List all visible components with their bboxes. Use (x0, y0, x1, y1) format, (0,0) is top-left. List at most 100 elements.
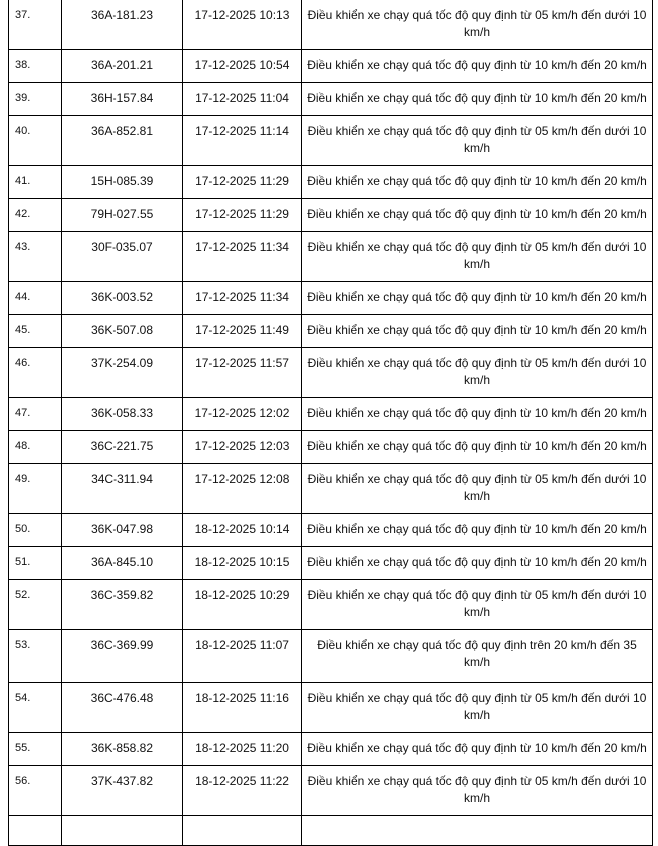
license-plate: 36A-852.81 (61, 115, 183, 166)
table-row: 48. 36C-221.75 17-12-2025 12:03 Điều khiển … (8, 430, 653, 464)
table-row: 55. 36K-858.82 18-12-2025 11:20 Điều khiển … (8, 732, 653, 766)
table-row: 42. 79H-027.55 17-12-2025 11:29 Điều khiển … (8, 198, 653, 232)
license-plate: 36K-003.52 (61, 281, 183, 315)
violation-time: 18-12-2025 10:29 (182, 579, 302, 630)
empty-cell (301, 815, 653, 846)
license-plate: 15H-085.39 (61, 165, 183, 199)
row-number: 41. (8, 165, 62, 199)
violation-time: 17-12-2025 10:54 (182, 49, 302, 83)
violation-time: 17-12-2025 11:34 (182, 281, 302, 315)
empty-cell (61, 815, 183, 846)
violation-description: Điều khiển xe chạy quá tốc độ quy định t… (301, 115, 653, 166)
license-plate: 36C-476.48 (61, 682, 183, 733)
violation-description: Điều khiển xe chạy quá tốc độ quy định t… (301, 231, 653, 282)
row-number: 46. (8, 347, 62, 398)
license-plate: 36A-181.23 (61, 0, 183, 50)
violation-description: Điều khiển xe chạy quá tốc độ quy định t… (301, 430, 653, 464)
table-row: 44. 36K-003.52 17-12-2025 11:34 Điều khiển … (8, 281, 653, 315)
license-plate: 36A-845.10 (61, 546, 183, 580)
row-number: 47. (8, 397, 62, 431)
violation-description: Điều khiển xe chạy quá tốc độ quy định t… (301, 198, 653, 232)
row-number: 42. (8, 198, 62, 232)
empty-cell (8, 815, 62, 846)
violation-time: 18-12-2025 11:20 (182, 732, 302, 766)
table-row: 45. 36K-507.08 17-12-2025 11:49 Điều khiển … (8, 314, 653, 348)
table-row: 49. 34C-311.94 17-12-2025 12:08 Điều khiển … (8, 463, 653, 514)
license-plate: 36C-369.99 (61, 629, 183, 683)
violation-time: 17-12-2025 11:29 (182, 165, 302, 199)
row-number: 50. (8, 513, 62, 547)
violation-description: Điều khiển xe chạy quá tốc độ quy định t… (301, 682, 653, 733)
row-number: 56. (8, 765, 62, 816)
license-plate: 36K-858.82 (61, 732, 183, 766)
violation-description: Điều khiển xe chạy quá tốc độ quy định t… (301, 513, 653, 547)
violation-time: 17-12-2025 12:08 (182, 463, 302, 514)
license-plate: 36H-157.84 (61, 82, 183, 116)
row-number: 51. (8, 546, 62, 580)
empty-cell (182, 815, 302, 846)
license-plate: 34C-311.94 (61, 463, 183, 514)
violation-time: 17-12-2025 12:02 (182, 397, 302, 431)
license-plate: 37K-437.82 (61, 765, 183, 816)
table-row: 47. 36K-058.33 17-12-2025 12:02 Điều khiển … (8, 397, 653, 431)
violation-description: Điều khiển xe chạy quá tốc độ quy định t… (301, 0, 653, 50)
violation-description: Điều khiển xe chạy quá tốc độ quy định t… (301, 281, 653, 315)
violation-description: Điều khiển xe chạy quá tốc độ quy định t… (301, 629, 653, 683)
license-plate: 36K-047.98 (61, 513, 183, 547)
violation-time: 17-12-2025 11:57 (182, 347, 302, 398)
table-row: 41. 15H-085.39 17-12-2025 11:29 Điều khiển … (8, 165, 653, 199)
license-plate: 37K-254.09 (61, 347, 183, 398)
violation-description: Điều khiển xe chạy quá tốc độ quy định t… (301, 463, 653, 514)
violation-time: 18-12-2025 11:22 (182, 765, 302, 816)
license-plate: 36C-359.82 (61, 579, 183, 630)
table-row: 39. 36H-157.84 17-12-2025 11:04 Điều khiển … (8, 82, 653, 116)
violation-description: Điều khiển xe chạy quá tốc độ quy định t… (301, 397, 653, 431)
table-row: 51. 36A-845.10 18-12-2025 10:15 Điều khiển … (8, 546, 653, 580)
table-row: 56. 37K-437.82 18-12-2025 11:22 Điều khiển … (8, 765, 653, 816)
violation-description: Điều khiển xe chạy quá tốc độ quy định t… (301, 732, 653, 766)
violation-time: 17-12-2025 11:04 (182, 82, 302, 116)
violation-time: 18-12-2025 10:14 (182, 513, 302, 547)
violation-time: 17-12-2025 11:14 (182, 115, 302, 166)
license-plate: 36K-507.08 (61, 314, 183, 348)
license-plate: 79H-027.55 (61, 198, 183, 232)
table-row: 54. 36C-476.48 18-12-2025 11:16 Điều khiển … (8, 682, 653, 733)
table-row: 53. 36C-369.99 18-12-2025 11:07 Điều khiển … (8, 629, 653, 683)
violation-description: Điều khiển xe chạy quá tốc độ quy định t… (301, 765, 653, 816)
row-number: 43. (8, 231, 62, 282)
table-row-partial (8, 815, 653, 846)
row-number: 55. (8, 732, 62, 766)
violations-table: 37. 36A-181.23 17-12-2025 10:13 Điều khiển … (8, 0, 653, 846)
violation-time: 18-12-2025 10:15 (182, 546, 302, 580)
violation-description: Điều khiển xe chạy quá tốc độ quy định t… (301, 165, 653, 199)
violation-time: 17-12-2025 12:03 (182, 430, 302, 464)
row-number: 44. (8, 281, 62, 315)
table-row: 43. 30F-035.07 17-12-2025 11:34 Điều khiển … (8, 231, 653, 282)
table-row: 52. 36C-359.82 18-12-2025 10:29 Điều khiển … (8, 579, 653, 630)
license-plate: 30F-035.07 (61, 231, 183, 282)
row-number: 38. (8, 49, 62, 83)
violation-time: 17-12-2025 11:29 (182, 198, 302, 232)
violation-time: 17-12-2025 10:13 (182, 0, 302, 50)
violation-time: 17-12-2025 11:49 (182, 314, 302, 348)
violation-description: Điều khiển xe chạy quá tốc độ quy định t… (301, 347, 653, 398)
violation-description: Điều khiển xe chạy quá tốc độ quy định t… (301, 546, 653, 580)
license-plate: 36A-201.21 (61, 49, 183, 83)
row-number: 49. (8, 463, 62, 514)
violation-description: Điều khiển xe chạy quá tốc độ quy định t… (301, 579, 653, 630)
violation-description: Điều khiển xe chạy quá tốc độ quy định t… (301, 82, 653, 116)
table-row: 46. 37K-254.09 17-12-2025 11:57 Điều khiển … (8, 347, 653, 398)
row-number: 53. (8, 629, 62, 683)
violation-time: 18-12-2025 11:16 (182, 682, 302, 733)
row-number: 40. (8, 115, 62, 166)
table-row: 40. 36A-852.81 17-12-2025 11:14 Điều khiển … (8, 115, 653, 166)
license-plate: 36K-058.33 (61, 397, 183, 431)
table-row: 50. 36K-047.98 18-12-2025 10:14 Điều khiển … (8, 513, 653, 547)
license-plate: 36C-221.75 (61, 430, 183, 464)
row-number: 39. (8, 82, 62, 116)
row-number: 45. (8, 314, 62, 348)
table-row: 38. 36A-201.21 17-12-2025 10:54 Điều khiển … (8, 49, 653, 83)
violation-description: Điều khiển xe chạy quá tốc độ quy định t… (301, 49, 653, 83)
violation-description: Điều khiển xe chạy quá tốc độ quy định t… (301, 314, 653, 348)
table-body: 37. 36A-181.23 17-12-2025 10:13 Điều khiển … (8, 0, 653, 846)
